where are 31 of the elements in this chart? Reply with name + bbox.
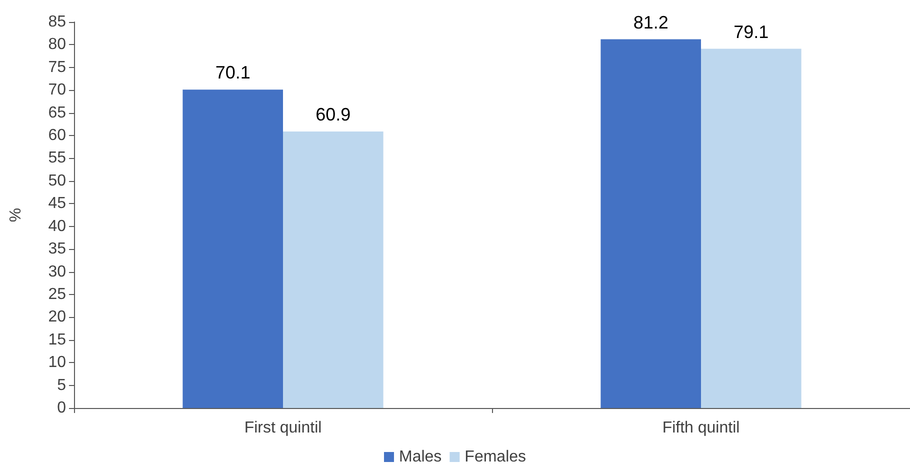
y-tick-label: 10 <box>48 354 66 372</box>
y-tick-label: 25 <box>48 286 66 303</box>
bar <box>283 131 384 408</box>
x-tick-label: Fifth quintil <box>662 420 740 436</box>
bar <box>600 39 701 408</box>
data-label: 70.1 <box>215 62 250 83</box>
y-tick-label: 70 <box>48 82 66 99</box>
y-tick-label: 20 <box>48 308 66 326</box>
legend-label: Females <box>464 448 526 466</box>
bar <box>182 90 283 408</box>
y-tick-label: 50 <box>48 172 66 190</box>
legend-label: Males <box>398 448 442 466</box>
data-label: 79.1 <box>734 22 769 42</box>
data-label: 81.2 <box>633 12 668 32</box>
y-tick-label: 15 <box>48 331 66 348</box>
y-tick-label: 5 <box>57 376 66 394</box>
y-tick-label: 65 <box>48 104 66 122</box>
y-tick-label: 80 <box>48 36 66 54</box>
y-tick-label: 40 <box>48 218 66 235</box>
y-tick-label: 45 <box>48 195 66 212</box>
y-axis-title: % <box>8 208 24 222</box>
y-tick-label: 85 <box>48 14 66 30</box>
y-tick-label: 30 <box>48 263 66 280</box>
y-tick-label: 75 <box>48 58 66 76</box>
y-tick-label: 0 <box>57 400 66 416</box>
data-label: 60.9 <box>316 104 351 124</box>
bar <box>701 48 802 408</box>
y-tick-label: 60 <box>48 127 66 144</box>
x-tick-label: First quintil <box>244 420 322 436</box>
y-tick-label: 35 <box>48 240 66 258</box>
y-tick-label: 55 <box>48 150 66 167</box>
